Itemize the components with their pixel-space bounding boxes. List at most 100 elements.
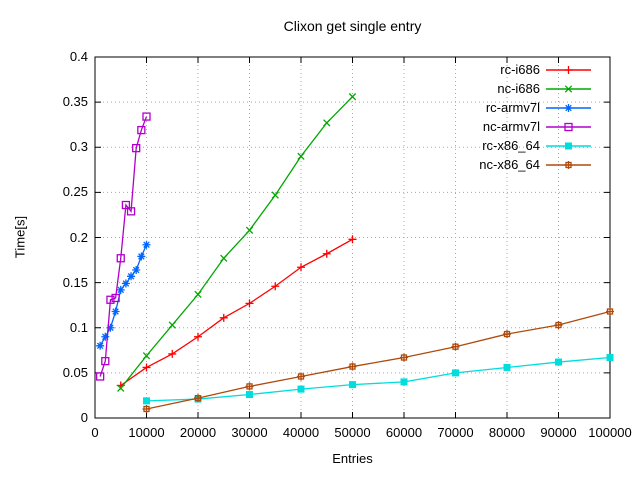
data-point-nc-x86_64-marker-boxed-plus-cross <box>142 404 151 413</box>
x-tick-label: 40000 <box>282 425 320 440</box>
legend-label-rc-armv7l: rc-armv7l <box>485 100 540 115</box>
y-tick-label: 0.2 <box>69 229 88 245</box>
data-point-nc-x86_64-marker-boxed-plus-cross <box>451 342 460 351</box>
data-point-nc-armv7l-marker-open-square <box>121 200 131 210</box>
data-point-rc-armv7l-marker-asterisk <box>96 341 105 350</box>
data-point-nc-x86_64-marker-boxed-plus-cross <box>503 330 511 339</box>
legend-label-rc-x86_64: rc-x86_64 <box>482 138 540 153</box>
data-point-nc-armv7l-marker-open-square <box>106 295 115 304</box>
data-point-rc-x86_64-marker-filled-square <box>297 385 305 393</box>
x-tick-label: 90000 <box>540 425 577 440</box>
data-point-rc-i686-marker-plus <box>297 263 305 272</box>
x-tick-label: 0 <box>91 425 99 440</box>
x-tick-label: 70000 <box>437 425 474 440</box>
data-point-rc-i686-marker-plus <box>219 313 228 322</box>
legend-label-nc-armv7l: nc-armv7l <box>482 119 540 134</box>
legend-marker-cross <box>564 85 573 93</box>
y-tick-label: 0.4 <box>69 49 88 64</box>
legend-label-nc-x86_64: nc-x86_64 <box>479 157 540 172</box>
data-point-nc-armv7l-marker-open-square <box>132 144 141 153</box>
x-tick-label: 80000 <box>488 425 526 440</box>
data-point-nc-i686-marker-cross <box>245 226 254 234</box>
x-tick-label: 30000 <box>231 425 268 440</box>
x-tick-label: 100000 <box>588 425 632 440</box>
legend-label-nc-i686: nc-i686 <box>497 81 540 96</box>
data-point-rc-i686-marker-plus <box>322 249 331 258</box>
legend-marker-asterisk <box>564 104 573 112</box>
data-point-nc-x86_64-marker-boxed-plus-cross <box>297 372 305 381</box>
data-point-rc-i686-marker-plus <box>168 349 177 358</box>
legend-marker-boxed-plus-cross <box>564 161 573 169</box>
data-point-nc-armv7l-marker-open-square <box>137 125 146 135</box>
y-tick-label: 0.15 <box>62 274 88 290</box>
data-point-nc-i686-marker-cross <box>297 152 305 160</box>
data-point-nc-i686-marker-cross <box>323 119 331 127</box>
y-tick-label: 0.25 <box>62 184 88 200</box>
data-point-nc-i686-marker-cross <box>117 384 125 392</box>
series-line-nc-i686 <box>120 96 353 389</box>
x-tick-label: 20000 <box>179 425 217 440</box>
data-point-nc-i686-marker-cross <box>142 352 151 360</box>
x-tick-label: 50000 <box>334 425 371 440</box>
data-point-nc-i686-marker-cross <box>348 93 357 101</box>
data-point-nc-i686-marker-cross <box>168 321 176 329</box>
data-point-rc-armv7l-marker-asterisk <box>121 279 130 288</box>
data-point-nc-x86_64-marker-boxed-plus-cross <box>245 382 254 391</box>
chart-title: Clixon get single entry <box>283 18 422 34</box>
x-tick-label: 10000 <box>128 425 165 440</box>
data-point-rc-armv7l-marker-asterisk <box>101 332 110 341</box>
y-tick-label: 0.35 <box>62 94 88 110</box>
data-point-rc-armv7l-marker-asterisk <box>127 272 136 281</box>
data-point-rc-armv7l-marker-asterisk <box>111 307 120 316</box>
x-axis-label: Entries <box>332 451 373 466</box>
data-point-rc-armv7l-marker-asterisk <box>106 323 115 332</box>
series-line-rc-i686 <box>120 238 353 387</box>
data-point-rc-x86_64-marker-filled-square <box>400 378 408 386</box>
y-tick-label: 0.05 <box>62 364 88 380</box>
data-point-rc-i686-marker-plus <box>348 235 357 244</box>
data-point-nc-i686-marker-cross <box>271 191 279 199</box>
data-point-rc-x86_64-marker-filled-square <box>349 381 356 389</box>
data-point-rc-x86_64-marker-filled-square <box>452 369 459 377</box>
data-point-nc-armv7l-marker-open-square <box>111 293 120 303</box>
legend-marker-filled-square <box>565 142 572 150</box>
y-tick-label: 0 <box>80 410 88 425</box>
data-point-rc-i686-marker-plus <box>194 332 202 341</box>
data-point-nc-i686-marker-cross <box>194 290 202 299</box>
data-point-rc-i686-marker-plus <box>142 363 151 372</box>
data-point-nc-x86_64-marker-boxed-plus-cross <box>348 362 357 371</box>
data-point-nc-x86_64-marker-boxed-plus-cross <box>400 353 408 362</box>
data-point-rc-i686-marker-plus <box>245 299 254 308</box>
legend-marker-open-square <box>564 122 573 132</box>
x-tick-label: 60000 <box>385 425 423 440</box>
data-point-nc-x86_64-marker-boxed-plus-cross <box>554 321 563 330</box>
legend-label-rc-i686: rc-i686 <box>500 62 540 77</box>
data-point-rc-x86_64-marker-filled-square <box>503 363 511 371</box>
data-point-rc-x86_64-marker-filled-square <box>555 358 562 366</box>
data-point-nc-i686-marker-cross <box>220 254 228 262</box>
data-point-rc-armv7l-marker-asterisk <box>116 285 125 294</box>
data-point-nc-armv7l-marker-open-square <box>142 112 151 121</box>
legend-marker-plus <box>564 66 573 74</box>
data-point-nc-armv7l-marker-open-square <box>96 372 105 381</box>
y-tick-label: 0.1 <box>69 319 88 335</box>
data-point-rc-x86_64-marker-filled-square <box>143 397 150 405</box>
data-point-nc-armv7l-marker-open-square <box>116 254 125 263</box>
series-line-rc-armv7l <box>99 244 148 347</box>
series-line-nc-x86_64 <box>146 310 611 410</box>
data-point-nc-armv7l-marker-open-square <box>101 356 110 366</box>
data-point-nc-armv7l-marker-open-square <box>126 207 136 216</box>
plot-border <box>94 56 611 419</box>
data-point-rc-x86_64-marker-filled-square <box>606 354 614 362</box>
data-point-nc-x86_64-marker-boxed-plus-cross <box>606 307 614 316</box>
series-line-nc-armv7l <box>99 116 148 377</box>
data-point-rc-x86_64-marker-filled-square <box>246 391 253 399</box>
data-point-rc-armv7l-marker-asterisk <box>132 265 141 274</box>
y-tick-label: 0.3 <box>69 139 88 155</box>
data-point-nc-x86_64-marker-boxed-plus-cross <box>194 394 202 403</box>
data-point-rc-armv7l-marker-asterisk <box>142 240 151 249</box>
data-point-rc-armv7l-marker-asterisk <box>137 252 146 261</box>
data-point-rc-i686-marker-plus <box>271 282 280 291</box>
